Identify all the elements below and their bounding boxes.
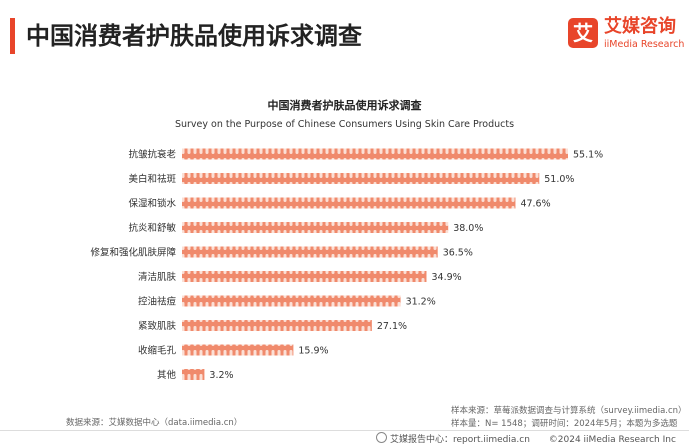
footer-bar: 艾媒报告中心：report.iimedia.cn ©2024 iiMedia R… bbox=[376, 432, 684, 445]
bar bbox=[182, 148, 568, 160]
bar bbox=[182, 222, 449, 233]
bar bbox=[182, 344, 294, 356]
category-label: 保湿和锁水 bbox=[128, 198, 176, 210]
value-label: 3.2% bbox=[209, 370, 233, 381]
value-label: 38.0% bbox=[453, 223, 483, 234]
chart-subtitle: Survey on the Purpose of Chinese Consume… bbox=[174, 119, 515, 130]
sample-source: 样本来源：草莓派数据调查与计算系统（survey.iimedia.cn） bbox=[451, 406, 687, 416]
category-label: 其他 bbox=[157, 369, 177, 381]
value-label: 27.1% bbox=[377, 321, 407, 332]
report-center-icon bbox=[376, 432, 387, 443]
value-label: 36.5% bbox=[443, 248, 473, 259]
value-label: 55.1% bbox=[573, 150, 603, 161]
value-label: 47.6% bbox=[520, 199, 550, 210]
bar bbox=[182, 369, 205, 380]
page-title: 中国消费者护肤品使用诉求调查 bbox=[26, 22, 362, 50]
title-accent-bar bbox=[10, 18, 15, 54]
logo-name-cn: 艾媒咨询 bbox=[604, 16, 676, 37]
chart-title: 中国消费者护肤品使用诉求调查 bbox=[267, 99, 422, 112]
value-label: 51.0% bbox=[544, 174, 574, 185]
bar bbox=[182, 271, 427, 282]
data-source: 数据来源：艾媒数据中心（data.iimedia.cn） bbox=[66, 418, 243, 428]
iimedia-logo: 艾 艾媒咨询 iiMedia Research bbox=[568, 16, 684, 56]
category-label: 修复和强化肌肤屏障 bbox=[90, 247, 176, 259]
bar bbox=[182, 295, 401, 307]
bar bbox=[182, 173, 540, 184]
sample-size: 样本量：N= 1548；调研时间：2024年5月；本题为多选题 bbox=[451, 419, 678, 429]
category-label: 清洁肌肤 bbox=[138, 271, 177, 283]
category-label: 控油祛痘 bbox=[138, 296, 177, 308]
category-label: 抗皱抗衰老 bbox=[128, 149, 176, 161]
logo-name-en: iiMedia Research bbox=[604, 39, 685, 50]
report-center-link[interactable]: 艾媒报告中心：report.iimedia.cn bbox=[390, 435, 530, 445]
value-label: 31.2% bbox=[406, 297, 436, 308]
bar bbox=[182, 246, 438, 258]
category-label: 美白和祛斑 bbox=[128, 173, 176, 185]
value-label: 15.9% bbox=[298, 346, 328, 357]
category-label: 收缩毛孔 bbox=[138, 345, 177, 357]
value-label: 34.9% bbox=[431, 272, 461, 283]
bar bbox=[182, 197, 516, 209]
bar bbox=[182, 320, 372, 331]
footer-divider bbox=[0, 430, 689, 431]
copyright: ©2024 iiMedia Research Inc bbox=[548, 435, 676, 445]
category-label: 抗炎和舒敏 bbox=[128, 222, 176, 234]
category-label: 紧致肌肤 bbox=[138, 320, 177, 332]
logo-mark-icon: 艾 bbox=[568, 18, 598, 48]
